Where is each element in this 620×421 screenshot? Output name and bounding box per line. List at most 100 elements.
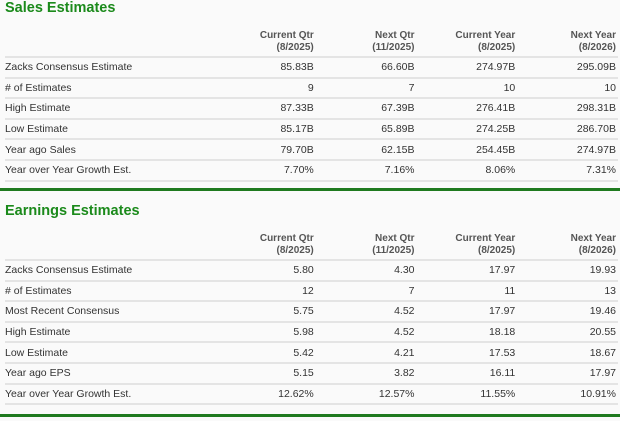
cell-value: 87.33B: [215, 98, 316, 120]
cell-value: 65.89B: [315, 118, 417, 141]
cell-value: 12.62%: [215, 383, 316, 406]
cell-value: 8.06%: [416, 159, 518, 182]
column-header: Next Qtr (11/2025): [315, 29, 417, 58]
header-row: Current Qtr (8/2025) Next Qtr (11/2025) Curr…: [5, 232, 618, 261]
column-name: Next Year: [570, 233, 616, 244]
table-row: Low Estimate 5.42 4.21 17.53 18.67: [5, 342, 618, 364]
cell-value: 13: [517, 280, 618, 303]
table-row: Most Recent Consensus 5.75 4.52 17.97 19.46: [5, 301, 618, 323]
cell-value: 274.97B: [416, 57, 518, 79]
cell-value: 4.30: [315, 260, 417, 282]
column-header: Current Qtr (8/2025): [215, 232, 316, 261]
cell-value: 276.41B: [416, 98, 518, 120]
row-label: Year ago EPS: [5, 362, 215, 385]
sales-estimates-title: Sales Estimates: [5, 0, 116, 16]
cell-value: 79.70B: [215, 139, 316, 161]
table-row: Year over Year Growth Est. 7.70% 7.16% 8.06…: [5, 159, 618, 182]
cell-value: 5.42: [215, 342, 316, 364]
cell-value: 85.17B: [215, 118, 316, 141]
cell-value: 11.55%: [416, 383, 518, 406]
table-row: High Estimate 5.98 4.52 18.18 20.55: [5, 321, 618, 344]
cell-value: 3.82: [315, 362, 417, 385]
table-row: Zacks Consensus Estimate 5.80 4.30 17.97 19.…: [5, 260, 618, 282]
cell-value: 274.97B: [517, 139, 618, 161]
cell-value: 9: [215, 77, 316, 100]
column-name: Next Year: [570, 30, 616, 41]
cell-value: 298.31B: [517, 98, 618, 120]
cell-value: 12.57%: [315, 383, 417, 406]
row-label: Low Estimate: [5, 118, 215, 141]
cell-value: 10: [416, 77, 518, 100]
cell-value: 4.21: [315, 342, 417, 364]
cell-value: 17.97: [517, 362, 618, 385]
row-label: Year over Year Growth Est.: [5, 383, 215, 406]
cell-value: 12: [215, 280, 316, 303]
table-row: High Estimate 87.33B 67.39B 276.41B 298.31B: [5, 98, 618, 120]
row-label: Zacks Consensus Estimate: [5, 260, 215, 282]
cell-value: 5.75: [215, 301, 316, 323]
cell-value: 5.98: [215, 321, 316, 344]
column-period: (8/2026): [578, 42, 616, 53]
cell-value: 17.53: [416, 342, 518, 364]
cell-value: 5.15: [215, 362, 316, 385]
row-label: Year over Year Growth Est.: [5, 159, 215, 182]
cell-value: 7.70%: [215, 159, 316, 182]
table-row: Zacks Consensus Estimate 85.83B 66.60B 274.…: [5, 57, 618, 79]
cell-value: 20.55: [517, 321, 618, 344]
cell-value: 286.70B: [517, 118, 618, 141]
column-header: Next Year (8/2026): [517, 232, 618, 261]
table-row: Low Estimate 85.17B 65.89B 274.25B 286.70B: [5, 118, 618, 141]
cell-value: 7.16%: [315, 159, 417, 182]
cell-value: 274.25B: [416, 118, 518, 141]
table-row: Year ago EPS 5.15 3.82 16.11 17.97: [5, 362, 618, 385]
column-period: (8/2025): [478, 245, 516, 256]
cell-value: 19.46: [517, 301, 618, 323]
column-header: Current Qtr (8/2025): [215, 29, 316, 58]
column-period: (11/2025): [372, 245, 415, 256]
column-name: Current Year: [455, 233, 516, 244]
section-divider: [0, 414, 620, 417]
cell-value: 17.97: [416, 260, 518, 282]
table-row: # of Estimates 12 7 11 13: [5, 280, 618, 303]
cell-value: 7.31%: [517, 159, 618, 182]
cell-value: 16.11: [416, 362, 518, 385]
cell-value: 18.18: [416, 321, 518, 344]
cell-value: 295.09B: [517, 57, 618, 79]
cell-value: 85.83B: [215, 57, 316, 79]
header-row: Current Qtr (8/2025) Next Qtr (11/2025) Curr…: [5, 29, 618, 58]
cell-value: 10: [517, 77, 618, 100]
cell-value: 7: [315, 280, 417, 303]
row-label: High Estimate: [5, 98, 215, 120]
cell-value: 7: [315, 77, 417, 100]
cell-value: 17.97: [416, 301, 518, 323]
earnings-estimates-table: Current Qtr (8/2025) Next Qtr (11/2025) Curr…: [5, 232, 618, 406]
cell-value: 254.45B: [416, 139, 518, 161]
column-period: (8/2025): [276, 245, 314, 256]
column-name: Next Qtr: [375, 30, 415, 41]
earnings-estimates-title: Earnings Estimates: [5, 203, 140, 219]
cell-value: 4.52: [315, 321, 417, 344]
column-name: Current Year: [455, 30, 516, 41]
table-row: # of Estimates 9 7 10 10: [5, 77, 618, 100]
column-period: (11/2025): [372, 42, 415, 53]
column-period: (8/2026): [578, 245, 616, 256]
table-row: Year ago Sales 79.70B 62.15B 254.45B 274.97B: [5, 139, 618, 161]
row-label: Low Estimate: [5, 342, 215, 364]
section-divider: [0, 188, 620, 191]
cell-value: 67.39B: [315, 98, 417, 120]
cell-value: 4.52: [315, 301, 417, 323]
column-header: Current Year (8/2025): [416, 29, 518, 58]
column-name: Current Qtr: [259, 30, 314, 41]
column-period: (8/2025): [478, 42, 516, 53]
row-label: # of Estimates: [5, 280, 215, 303]
row-label: Most Recent Consensus: [5, 301, 215, 323]
column-period: (8/2025): [276, 42, 314, 53]
column-name: Next Qtr: [375, 233, 415, 244]
row-label: # of Estimates: [5, 77, 215, 100]
cell-value: 10.91%: [517, 383, 618, 406]
row-label: Year ago Sales: [5, 139, 215, 161]
cell-value: 19.93: [517, 260, 618, 282]
cell-value: 11: [416, 280, 518, 303]
header-blank: [5, 29, 215, 58]
cell-value: 5.80: [215, 260, 316, 282]
